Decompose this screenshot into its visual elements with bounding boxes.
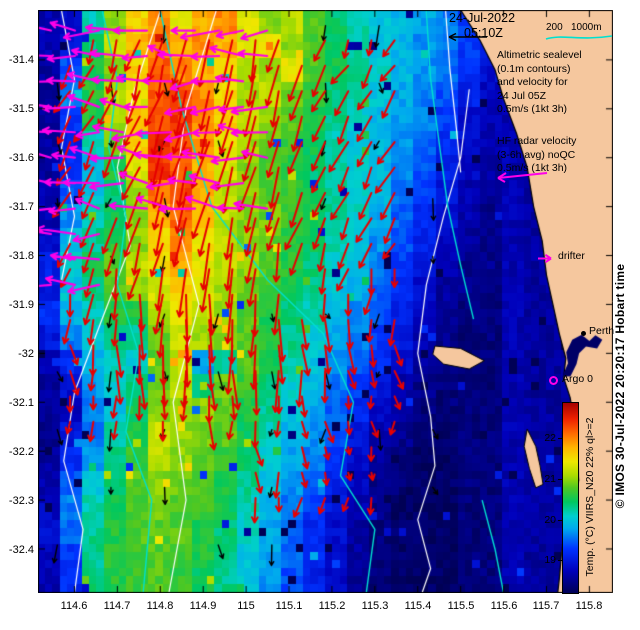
altimetry-note-line: 0.5m/s (1kt 3h) [497, 103, 568, 115]
x-tick-label: 114.6 [60, 600, 88, 612]
radar-note-line: 0.5m/s (1kt 3h) [497, 162, 568, 174]
altimetry-note-line: and velocity for [497, 76, 568, 88]
map-date: 24-Jul-2022 [449, 11, 516, 25]
credit-text: © IMOS 30-Jul-2022 20:20:17 Hobart time [613, 263, 627, 509]
perth-marker-dot [581, 331, 586, 336]
x-tick-label: 115.7 [532, 600, 560, 612]
y-tick-label: -31.7 [8, 201, 34, 213]
altimetry-note-line: 24 Jul 05Z [497, 89, 547, 102]
x-tick-label: 115.4 [404, 600, 432, 612]
bathy-contour-legend-line [545, 35, 613, 40]
radar-velocity-scale-arrow [497, 172, 548, 183]
y-tick-label: -31.9 [8, 299, 34, 311]
colorbar-tick-label: 21 [544, 473, 556, 485]
x-tick-label: 115.8 [575, 600, 603, 612]
bathy-depth-label-200: 200 [546, 22, 563, 33]
x-tick-label: 115.1 [275, 600, 303, 612]
colorbar-tick [558, 438, 562, 439]
colorbar-tick-label: 22 [544, 432, 556, 444]
y-tick-label: -31.5 [8, 103, 34, 115]
colorbar-tick-label: 19 [544, 554, 556, 566]
colorbar-tick-label: 20 [544, 514, 556, 526]
argo-float-marker[interactable] [549, 376, 558, 385]
colorbar-tick [558, 520, 562, 521]
altimetry-note-line: Altimetric sealevel [497, 49, 582, 61]
altimetric-velocity-scale-arrow [448, 32, 487, 42]
x-tick-label: 115.3 [361, 600, 389, 612]
y-tick-label: -32.3 [8, 495, 34, 507]
colorbar-tick [558, 560, 562, 561]
y-tick-label: -32.2 [8, 446, 34, 458]
radar-note-line: (3-6h avg) noQC [497, 148, 576, 161]
x-tick-label: 114.8 [146, 600, 174, 612]
temperature-colorbar [562, 402, 579, 594]
bathy-depth-label-1000: 1000m [571, 22, 602, 33]
x-tick-label: 115.6 [490, 600, 518, 612]
y-tick-label: -32.1 [8, 397, 34, 409]
drifter-arrow-icon [538, 253, 552, 264]
y-tick-label: -32 [18, 348, 34, 360]
y-tick-label: -32.4 [8, 544, 34, 556]
radar-note-line: HF radar velocity [497, 135, 577, 147]
perth-label: Perth [589, 325, 615, 337]
x-tick-label: 115 [237, 600, 255, 612]
drifter-label: drifter [558, 250, 585, 262]
radar-note: HF radar velocity (3-6h avg) noQC 0.5m/s… [497, 135, 576, 176]
argo-label: Argo 0 [562, 373, 593, 385]
sst-map-canvas[interactable] [38, 10, 613, 593]
y-tick-label: -31.4 [8, 54, 34, 66]
colorbar-title: Temp. (°C) VIIRS_N20 22% ql>=2 [584, 417, 596, 577]
x-tick-label: 115.2 [318, 600, 346, 612]
altimetry-note: Altimetric sealevel (0.1m contours) and … [497, 49, 582, 117]
altimetry-note-line: (0.1m contours) [497, 62, 571, 75]
colorbar-tick [558, 479, 562, 480]
y-tick-label: -31.6 [8, 152, 34, 164]
x-tick-label: 114.7 [103, 600, 131, 612]
x-tick-label: 114.9 [189, 600, 217, 612]
y-tick-label: -31.8 [8, 250, 34, 262]
x-tick-label: 115.5 [447, 600, 475, 612]
